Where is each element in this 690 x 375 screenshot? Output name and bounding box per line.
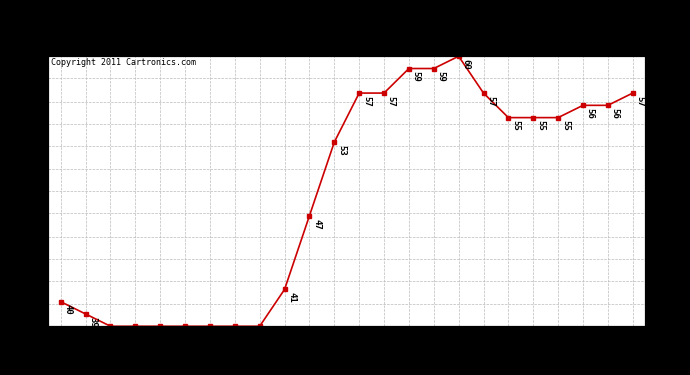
Text: 55: 55 [536,120,545,131]
Text: 60: 60 [462,59,471,70]
Text: 56: 56 [586,108,595,119]
Text: 40: 40 [63,304,72,315]
Text: 57: 57 [486,96,495,106]
Text: 38: 38 [138,329,147,340]
Text: 57: 57 [387,96,396,106]
Text: 53: 53 [337,145,346,156]
Text: 41: 41 [287,292,296,303]
Text: 55: 55 [511,120,520,131]
Text: 38: 38 [113,329,122,340]
Text: 38: 38 [262,329,271,340]
Text: 56: 56 [611,108,620,119]
Text: 39: 39 [88,317,97,327]
Text: 59: 59 [437,71,446,82]
Text: 38: 38 [213,329,221,340]
Text: 57: 57 [362,96,371,106]
Title: Heat Index (Last 24 Hours) 20111101: Heat Index (Last 24 Hours) 20111101 [213,40,481,54]
Text: Copyright 2011 Cartronics.com: Copyright 2011 Cartronics.com [51,58,196,67]
Text: 38: 38 [188,329,197,340]
Text: 59: 59 [412,71,421,82]
Text: 47: 47 [312,219,322,230]
Text: 55: 55 [561,120,570,131]
Text: 57: 57 [635,96,644,106]
Text: 38: 38 [163,329,172,340]
Text: 38: 38 [237,329,246,340]
